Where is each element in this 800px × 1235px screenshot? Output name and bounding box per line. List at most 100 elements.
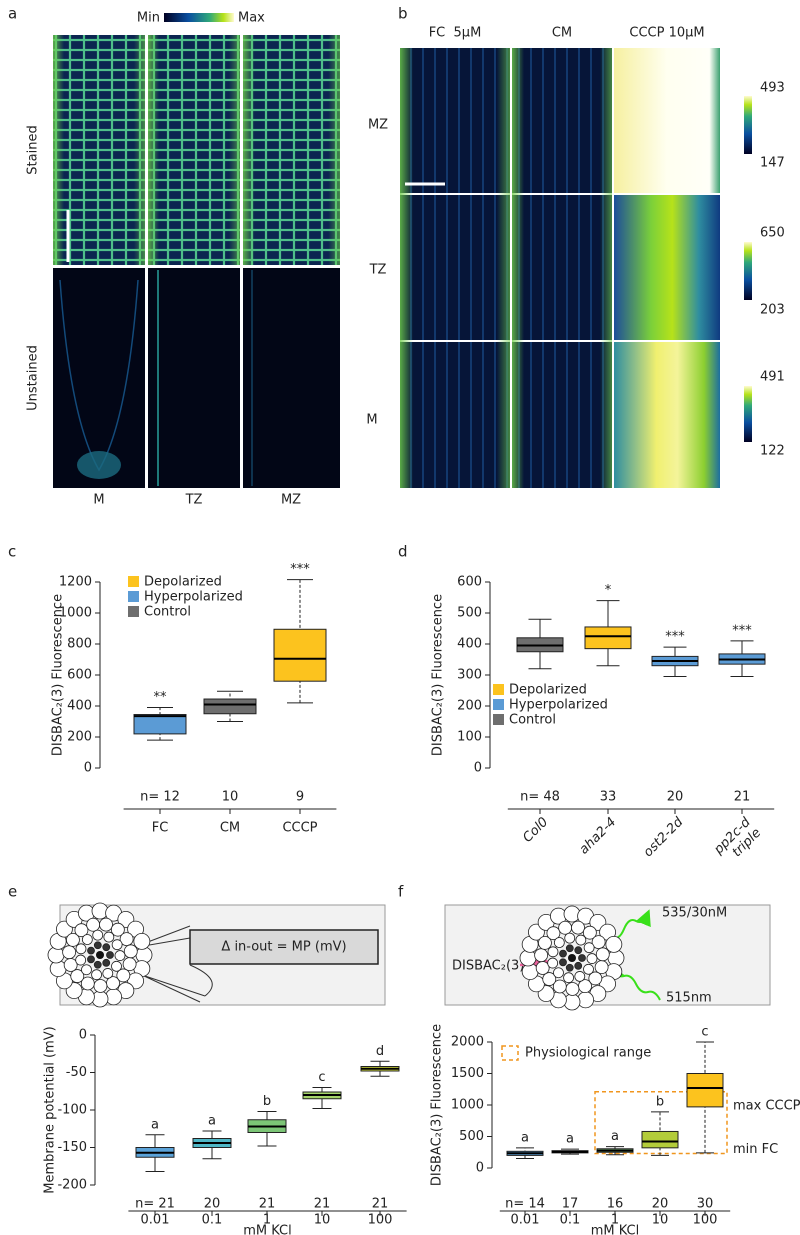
n-label: 33 [600,790,617,805]
y-tick-label: -50 [66,1065,87,1080]
n-label: 20 [652,1197,669,1212]
n-label: n= 21 [135,1197,175,1212]
panel-label: b [398,5,408,23]
row-label: Stained [26,125,41,174]
x-axis-label: mM KCl [591,1224,640,1235]
formula: Δ in-out = MP (mV) [221,940,346,955]
root-cell [563,972,574,984]
emission-label: 535/30nM [662,906,727,921]
y-tick-label: 600 [457,575,482,590]
root-cell [559,949,567,958]
root-cell [87,955,95,964]
legend-label: Control [509,713,556,728]
annotation: b [263,1094,271,1109]
root-cell [74,923,89,938]
root-cell [559,958,567,967]
x-tick-label: Col0 [520,815,551,846]
root-cell [582,925,597,940]
n-label: 20 [667,790,684,805]
y-tick-label: 100 [457,730,482,745]
x-tick-label: pp2c-dtriple [710,814,764,868]
legend-swatch [128,606,139,617]
root-cell [595,947,610,962]
y-tick-label: 200 [457,699,482,714]
row-label: Unstained [26,345,41,411]
root-cell [66,932,80,947]
root-cell [119,932,134,947]
root-cell [102,958,111,967]
y-tick-label: 400 [67,699,92,714]
legend-swatch [128,576,139,587]
root-cell [553,937,565,948]
root-cell [75,954,87,966]
dye-label: DISBAC₂(3) [452,959,524,974]
y-tick-label: 0 [79,1028,87,1043]
box [133,714,187,735]
root-cell [571,920,585,935]
x-tick-label: 0.1 [560,1213,581,1228]
x-tick-label: 0.01 [141,1213,170,1228]
row-label: TZ [369,263,387,278]
column-label: FC 5µM [429,26,482,41]
range-label: Physiological range [525,1046,651,1061]
legend-label: Depolarized [144,575,222,590]
legend-label: Hyperpolarized [144,590,243,605]
y-tick-label: 500 [459,1129,484,1144]
root-cell [547,946,559,958]
root-cell [93,960,102,969]
annotation: d [376,1044,384,1059]
root-cell [92,929,104,941]
annotation: c [318,1070,325,1085]
annotation: a [566,1132,574,1147]
annotation: ** [154,690,168,705]
legend-swatch [493,714,504,725]
colorbar-max: Max [238,11,265,26]
root-cell [62,945,77,960]
excitation-label: 515nm [666,991,712,1006]
legend-swatch [128,591,139,602]
n-label: 21 [734,790,751,805]
x-tick-label: 1 [263,1213,271,1228]
y-tick-label: 0 [474,761,482,776]
range-key [501,1045,519,1061]
row-label: M [366,413,377,428]
root-cell [103,931,115,943]
range-high-label: max CCCP [733,1098,800,1113]
root-cell [565,944,574,953]
n-label: 10 [222,790,239,805]
annotation: *** [665,630,685,645]
root-cell [575,934,587,946]
root-cell [547,957,559,969]
root-cell [86,917,101,932]
root-cell [93,979,108,993]
root-cell [80,976,95,991]
legend-label: Hyperpolarized [509,698,608,713]
root-cell [553,967,564,979]
micrographs-a [53,35,340,488]
root-cell [110,922,125,937]
panel-label: d [398,543,408,561]
root-cell [542,972,557,986]
range-box [594,1091,728,1155]
n-label: n= 48 [520,790,560,805]
root-cell [116,968,131,983]
range-low-label: min FC [733,1142,778,1157]
root-cell [534,948,549,963]
annotation: a [611,1129,619,1144]
n-label: 21 [259,1197,276,1212]
column-label: CM [552,26,572,41]
root-cell [574,946,583,955]
root-cell [133,933,151,950]
box [686,1073,724,1108]
panel-label: a [8,5,17,23]
column-label: CCCP 10µM [629,26,704,41]
root-cell [99,917,113,932]
x-tick-label: 100 [693,1213,718,1228]
root-cell [591,935,606,950]
root-cell [538,935,552,950]
y-tick-label: 0 [84,761,92,776]
root-cell [91,969,102,981]
root-cell [565,982,580,996]
box [203,698,257,715]
